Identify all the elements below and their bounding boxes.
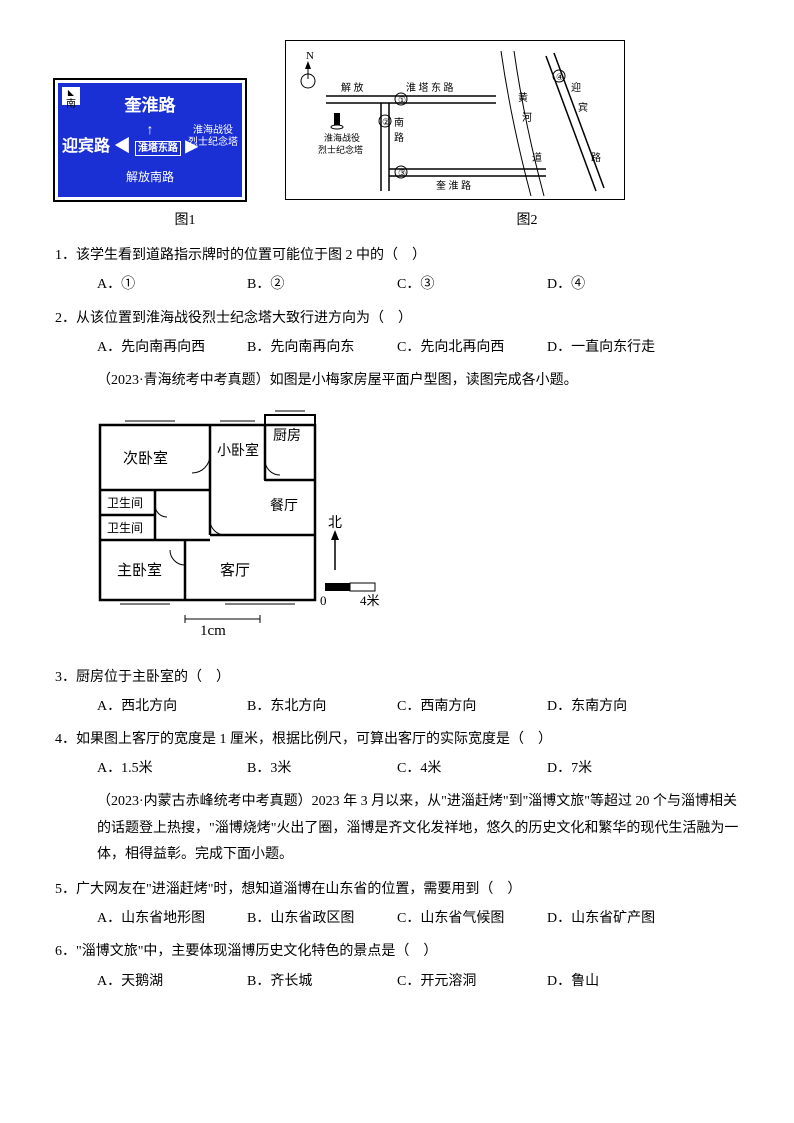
figures-row: ◣南 奎淮路 ↑ 迎宾路 ◀ 淮塔东路 ▶ 淮海战役 烈士纪念塔 解放南路 N — [55, 40, 739, 200]
svg-text:③: ③ — [398, 168, 406, 178]
q6-c: C．开元溶洞 — [397, 969, 547, 994]
map-svg: N 解 放 淮 塔 东 路 ① 南 路 ② 奎 淮 路 ③ 黄 河 道 — [286, 41, 626, 201]
q1-options: A．① B．② C．③ D．④ — [97, 272, 739, 297]
scale-zero: 0 — [320, 593, 327, 608]
svg-text:解 放: 解 放 — [341, 81, 364, 94]
q2-a: A．先向南再向西 — [97, 335, 247, 360]
q3-c: C．西南方向 — [397, 694, 547, 719]
q3-options: A．西北方向 B．东北方向 C．西南方向 D．东南方向 — [97, 694, 739, 719]
svg-text:奎 淮 路: 奎 淮 路 — [436, 179, 471, 192]
q5-d: D．山东省矿产图 — [547, 906, 697, 931]
question-4: 4．如果图上客厅的宽度是 1 厘米，根据比例尺，可算出客厅的实际宽度是（ ） — [55, 727, 739, 752]
road-sign: ◣南 奎淮路 ↑ 迎宾路 ◀ 淮塔东路 ▶ 淮海战役 烈士纪念塔 解放南路 — [55, 80, 245, 200]
sign-bottom-road: 解放南路 — [126, 167, 174, 189]
svg-text:淮 塔 东 路: 淮 塔 东 路 — [406, 81, 454, 94]
svg-text:④: ④ — [556, 72, 564, 82]
q3-a: A．西北方向 — [97, 694, 247, 719]
north-label: 北 — [328, 515, 342, 531]
compass-n: N — [306, 50, 314, 62]
huaita-box: 淮塔东路 — [135, 141, 181, 156]
figure2-map: N 解 放 淮 塔 东 路 ① 南 路 ② 奎 淮 路 ③ 黄 河 道 — [285, 40, 625, 200]
q4-options: A．1.5米 B．3米 C．4米 D．7米 — [97, 756, 739, 781]
yingbin-label: 迎宾路 — [62, 138, 110, 155]
question-5: 5．广大网友在"进淄赶烤"时，想知道淄博在山东省的位置，需要用到（ ） — [55, 877, 739, 902]
q5-b: B．山东省政区图 — [247, 906, 397, 931]
q6-d: D．鲁山 — [547, 969, 697, 994]
q6-a: A．天鹅湖 — [97, 969, 247, 994]
q5-a: A．山东省地形图 — [97, 906, 247, 931]
svg-text:南: 南 — [394, 116, 404, 129]
q4-c: C．4米 — [397, 756, 547, 781]
monument-line2: 烈士纪念塔 — [188, 137, 238, 148]
question-3: 3．厨房位于主卧室的（ ） — [55, 665, 739, 690]
q4-b: B．3米 — [247, 756, 397, 781]
svg-text:①: ① — [398, 95, 406, 105]
sign-mid-row: 迎宾路 ◀ 淮塔东路 ▶ — [62, 133, 198, 162]
room-bath1: 卫生间 — [107, 496, 143, 510]
captions: 图1 图2 — [55, 208, 739, 233]
q2-c: C．先向北再向西 — [397, 335, 547, 360]
q1-d: D．④ — [547, 272, 697, 297]
room-master: 主卧室 — [117, 562, 162, 579]
q2-b: B．先向南再向东 — [247, 335, 397, 360]
q3-b: B．东北方向 — [247, 694, 397, 719]
q3-d: D．东南方向 — [547, 694, 697, 719]
context-1: （2023·青海统考中考真题）如图是小梅家房屋平面户型图，读图完成各小题。 — [97, 368, 739, 395]
room-secondary: 次卧室 — [123, 450, 168, 467]
q4-d: D．7米 — [547, 756, 697, 781]
context-2: （2023·内蒙古赤峰统考中考真题）2023 年 3 月以来，从"进淄赶烤"到"… — [97, 789, 739, 869]
scale-cm: 1cm — [200, 623, 226, 639]
q2-d: D．一直向东行走 — [547, 335, 697, 360]
q1-c: C．③ — [397, 272, 547, 297]
caption-1: 图1 — [55, 208, 315, 233]
q2-options: A．先向南再向西 B．先向南再向东 C．先向北再向西 D．一直向东行走 — [97, 335, 739, 360]
q4-a: A．1.5米 — [97, 756, 247, 781]
sign-monument: 淮海战役 烈士纪念塔 — [188, 125, 238, 149]
room-living: 客厅 — [220, 562, 250, 579]
q5-c: C．山东省气候图 — [397, 906, 547, 931]
question-1: 1．该学生看到道路指示牌时的位置可能位于图 2 中的（ ） — [55, 243, 739, 268]
monument-line1: 淮海战役 — [193, 125, 233, 136]
svg-text:黄: 黄 — [518, 91, 528, 104]
q1-a: A．① — [97, 272, 247, 297]
q6-b: B．齐长城 — [247, 969, 397, 994]
sign-compass: ◣南 — [62, 87, 80, 105]
q6-options: A．天鹅湖 B．齐长城 C．开元溶洞 D．鲁山 — [97, 969, 739, 994]
svg-text:河: 河 — [522, 112, 532, 124]
caption-2: 图2 — [315, 208, 739, 233]
figure1-wrapper: ◣南 奎淮路 ↑ 迎宾路 ◀ 淮塔东路 ▶ 淮海战役 烈士纪念塔 解放南路 — [55, 80, 245, 200]
left-arrow-icon: ◀ — [114, 138, 130, 155]
svg-text:路: 路 — [591, 151, 601, 164]
room-small: 小卧室 — [217, 442, 259, 459]
room-dining: 餐厅 — [270, 498, 298, 514]
svg-text:路: 路 — [394, 131, 404, 144]
floorplan-svg: 次卧室 小卧室 厨房 餐厅 卫生间 卫生间 主卧室 客厅 北 0 4米 1cm — [95, 405, 395, 655]
q5-options: A．山东省地形图 B．山东省政区图 C．山东省气候图 D．山东省矿产图 — [97, 906, 739, 931]
svg-text:烈士纪念塔: 烈士纪念塔 — [318, 144, 363, 155]
room-bath2: 卫生间 — [107, 521, 143, 535]
q1-b: B．② — [247, 272, 397, 297]
svg-text:宾: 宾 — [578, 101, 588, 114]
question-6: 6．"淄博文旅"中，主要体现淄博历史文化特色的景点是（ ） — [55, 939, 739, 964]
scale-max: 4米 — [360, 593, 380, 608]
svg-text:②: ② — [382, 117, 390, 127]
svg-text:道: 道 — [532, 151, 542, 164]
room-kitchen: 厨房 — [273, 428, 301, 444]
svg-text:淮海战役: 淮海战役 — [324, 132, 360, 143]
floorplan-figure: 次卧室 小卧室 厨房 餐厅 卫生间 卫生间 主卧室 客厅 北 0 4米 1cm — [95, 405, 395, 655]
question-2: 2．从该位置到淮海战役烈士纪念塔大致行进方向为（ ） — [55, 306, 739, 331]
svg-text:迎: 迎 — [571, 82, 581, 94]
compass-south-label: 南 — [66, 99, 76, 110]
